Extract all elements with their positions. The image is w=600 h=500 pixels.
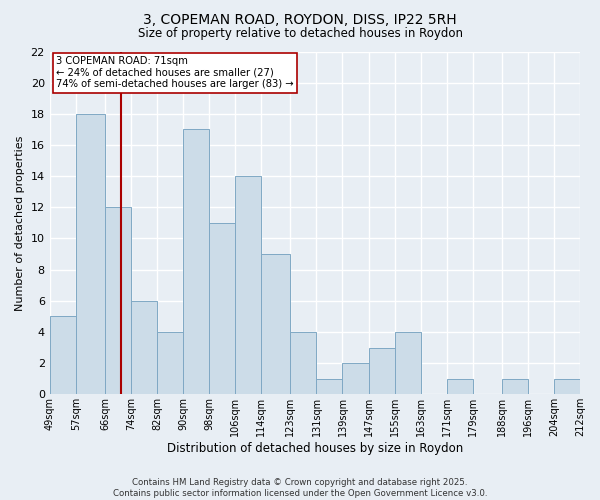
- Text: 3 COPEMAN ROAD: 71sqm
← 24% of detached houses are smaller (27)
74% of semi-deta: 3 COPEMAN ROAD: 71sqm ← 24% of detached …: [56, 56, 294, 90]
- Bar: [261, 254, 290, 394]
- Bar: [157, 332, 183, 394]
- Bar: [76, 114, 105, 394]
- Bar: [395, 332, 421, 394]
- Bar: [502, 378, 528, 394]
- X-axis label: Distribution of detached houses by size in Roydon: Distribution of detached houses by size …: [167, 442, 463, 455]
- Bar: [343, 363, 368, 394]
- Text: Contains HM Land Registry data © Crown copyright and database right 2025.
Contai: Contains HM Land Registry data © Crown c…: [113, 478, 487, 498]
- Bar: [368, 348, 395, 395]
- Text: Size of property relative to detached houses in Roydon: Size of property relative to detached ho…: [137, 28, 463, 40]
- Bar: [290, 332, 316, 394]
- Bar: [183, 130, 209, 394]
- Bar: [316, 378, 343, 394]
- Bar: [446, 378, 473, 394]
- Bar: [105, 208, 131, 394]
- Bar: [209, 223, 235, 394]
- Bar: [131, 301, 157, 394]
- Bar: [235, 176, 261, 394]
- Bar: [554, 378, 580, 394]
- Y-axis label: Number of detached properties: Number of detached properties: [15, 135, 25, 310]
- Text: 3, COPEMAN ROAD, ROYDON, DISS, IP22 5RH: 3, COPEMAN ROAD, ROYDON, DISS, IP22 5RH: [143, 12, 457, 26]
- Bar: [50, 316, 76, 394]
